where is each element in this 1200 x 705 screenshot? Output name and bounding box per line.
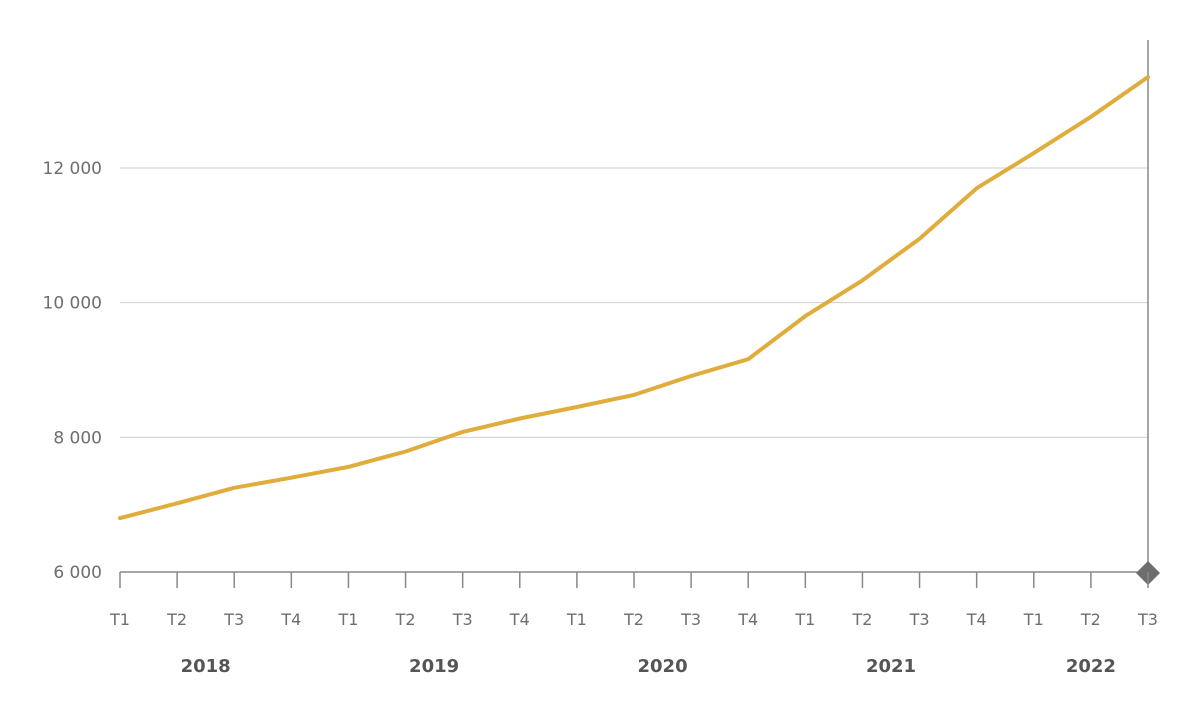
y-tick-label: 10 000 bbox=[43, 294, 102, 314]
x-tick-label: T3 bbox=[909, 610, 930, 629]
x-tick-label: T1 bbox=[1023, 610, 1044, 629]
x-tick-label: T3 bbox=[223, 610, 244, 629]
series-line bbox=[118, 75, 1150, 521]
year-label: 2021 bbox=[866, 656, 916, 677]
x-tick-label: T2 bbox=[851, 610, 872, 629]
year-label: 2020 bbox=[638, 656, 688, 677]
year-label: 2019 bbox=[409, 656, 459, 677]
year-label: 2018 bbox=[181, 656, 231, 677]
series-layer bbox=[118, 75, 1150, 521]
x-tick-label: T2 bbox=[623, 610, 644, 629]
x-tick-label: T1 bbox=[794, 610, 815, 629]
year-label: 2022 bbox=[1066, 656, 1116, 677]
x-axis-ticks: T1 T2 T3 T4 T1 T2 T3 T4 T1 T2 T3 T4 T1 T2 T3 T4 T1 T2 T3 bbox=[109, 572, 1158, 629]
x-tick-label: T2 bbox=[395, 610, 416, 629]
x-tick-label: T1 bbox=[337, 610, 358, 629]
x-tick-label: T2 bbox=[166, 610, 187, 629]
y-tick-label: 12 000 bbox=[43, 159, 102, 179]
x-tick-label: T3 bbox=[680, 610, 701, 629]
x-tick-label: T1 bbox=[566, 610, 587, 629]
x-tick-label: T2 bbox=[1080, 610, 1101, 629]
x-tick-label: T4 bbox=[509, 610, 530, 629]
y-tick-label: 8 000 bbox=[53, 428, 102, 448]
grid-lines bbox=[120, 167, 1148, 438]
y-axis-tick-labels: 6 000 8 000 10 000 12 000 bbox=[43, 159, 102, 583]
x-tick-label: T4 bbox=[966, 610, 987, 629]
x-tick-label: T4 bbox=[737, 610, 758, 629]
x-tick-label: T3 bbox=[1137, 610, 1158, 629]
year-labels: 2018 2019 2020 2021 2022 bbox=[181, 656, 1116, 677]
axes bbox=[120, 40, 1160, 585]
x-tick-label: T4 bbox=[280, 610, 301, 629]
x-tick-label: T3 bbox=[452, 610, 473, 629]
x-tick-label: T1 bbox=[109, 610, 130, 629]
y-tick-label: 6 000 bbox=[53, 563, 102, 583]
